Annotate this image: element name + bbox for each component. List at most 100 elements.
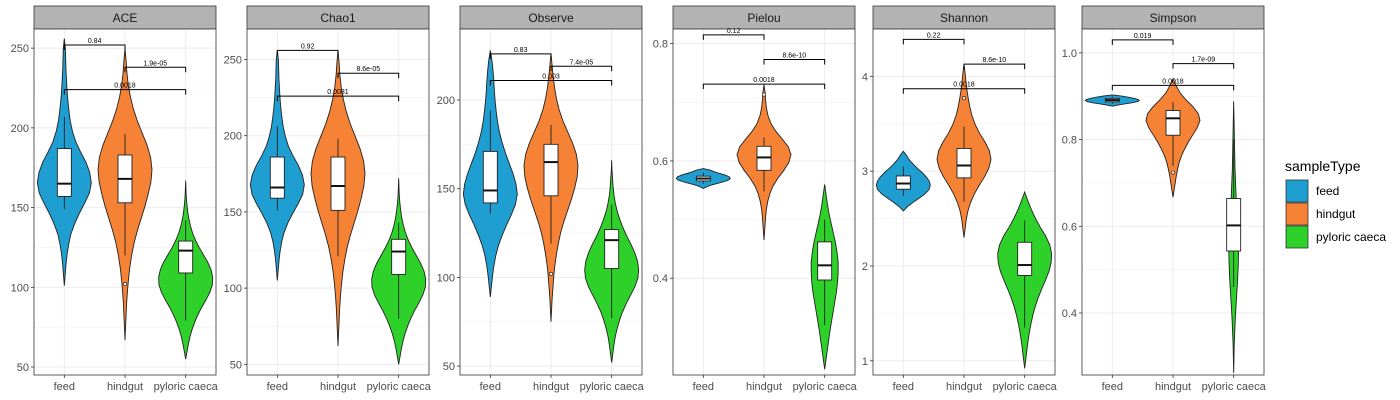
x-tick-label: feed (1102, 381, 1123, 393)
x-tick-label: hindgut (533, 381, 569, 393)
x-tick-label: hindgut (746, 381, 782, 393)
y-tick-label: 4 (862, 71, 868, 83)
x-tick-label: pyloric caeca (580, 381, 645, 393)
strip-label-chao1: Chao1 (320, 11, 356, 25)
box-chao1-pyloric-caeca (391, 238, 407, 275)
y-tick-label: 250 (224, 54, 242, 66)
box-observe-pyloric-caeca (604, 229, 620, 269)
significance-bracket (902, 88, 1026, 94)
significance-bracket (337, 72, 400, 79)
outlier-point (1171, 170, 1175, 175)
p-value-label: 0.84 (88, 38, 102, 45)
y-tick-label: 100 (437, 272, 455, 284)
p-value-label: 0.83 (514, 47, 528, 54)
box-observe-hindgut (543, 143, 559, 197)
p-value-label: 8.6e-05 (356, 66, 380, 73)
y-tick-label: 0.4 (1062, 308, 1077, 320)
panel-simpson: Simpson 0.019 1.7e-09 0.0018 0.4 0.6 0.8 1.0 fee… (1062, 5, 1267, 393)
legend-key-pyloric-caeca (1285, 225, 1309, 249)
y-tick-label: 50 (443, 361, 455, 373)
p-value-label: 8.6e-10 (782, 52, 806, 59)
p-value-label: 1.7e-09 (1191, 57, 1215, 64)
strip-label-pielou: Pielou (747, 11, 780, 25)
x-tick-label: pyloric caeca (1202, 381, 1267, 393)
p-value-label: 0.0081 (327, 89, 349, 96)
box-shannon-pyloric-caeca (1017, 241, 1033, 276)
p-value-label: 0.0018 (1162, 78, 1184, 85)
box-shannon-hindgut (956, 147, 972, 179)
y-tick-label: 0.8 (653, 39, 668, 51)
significance-bracket (1111, 39, 1174, 45)
panel-shannon: Shannon 0.22 8.6e-10 0.0018 1 2 3 4 feed hindgut p… (862, 5, 1058, 393)
significance-bracket (124, 66, 187, 73)
p-value-label: 0.003 (542, 73, 560, 80)
x-tick-label: feed (893, 381, 914, 393)
panel-chao1: Chao1 0.92 8.6e-05 0.0081 50 100 150 200 250 feed… (224, 5, 432, 393)
y-tick-label: 50 (17, 362, 29, 374)
outlier-point (762, 92, 766, 97)
y-tick-label: 200 (437, 95, 455, 107)
y-tick-label: 0.4 (653, 273, 668, 285)
x-tick-label: feed (54, 381, 75, 393)
x-tick-label: feed (693, 381, 714, 393)
legend-key-feed (1285, 179, 1309, 203)
strip-label-ace: ACE (113, 11, 138, 25)
p-value-label: 8.6e-10 (982, 57, 1006, 64)
y-tick-label: 200 (11, 123, 29, 135)
box-chao1-hindgut (330, 156, 346, 211)
strip-label-simpson: Simpson (1150, 11, 1197, 25)
y-tick-label: 100 (224, 283, 242, 295)
outlier-point (962, 96, 966, 101)
x-tick-label: hindgut (107, 381, 143, 393)
x-tick-label: feed (267, 381, 288, 393)
p-value-label: 0.0018 (953, 82, 975, 89)
legend-label-feed: feed (1316, 184, 1339, 198)
box-ace-feed (56, 148, 72, 197)
y-tick-label: 50 (230, 359, 242, 371)
y-tick-label: 150 (11, 203, 29, 215)
y-tick-label: 200 (224, 131, 242, 143)
x-tick-label: hindgut (1155, 381, 1191, 393)
significance-bracket (489, 53, 552, 59)
significance-bracket (1111, 84, 1235, 91)
x-tick-label: pyloric caeca (367, 381, 432, 393)
p-value-label: 0.019 (1134, 33, 1152, 40)
y-tick-label: 1 (862, 356, 868, 368)
significance-bracket (1172, 63, 1235, 69)
significance-bracket (963, 63, 1026, 70)
y-tick-label: 0.6 (653, 156, 668, 168)
p-value-label: 7.4e-05 (569, 59, 593, 66)
box-simpson-hindgut (1165, 110, 1181, 136)
legend: sampleType feed hindgut pyloric caeca (1285, 158, 1386, 249)
y-tick-label: 250 (11, 43, 29, 55)
x-tick-label: hindgut (320, 381, 356, 393)
y-tick-label: 2 (862, 261, 868, 273)
strip-label-shannon: Shannon (940, 11, 988, 25)
significance-bracket (702, 83, 826, 90)
significance-bracket (276, 95, 400, 102)
significance-bracket (702, 34, 765, 40)
significance-bracket (63, 44, 126, 50)
significance-bracket (550, 65, 613, 72)
panel-ace: ACE 0.84 1.9e-05 0.0018 50 100 150 200 250 feed hi… (11, 5, 219, 393)
p-value-label: 0.92 (301, 43, 315, 50)
y-tick-label: 3 (862, 166, 868, 178)
significance-bracket (276, 49, 339, 56)
x-tick-label: pyloric caeca (993, 381, 1058, 393)
significance-bracket (489, 79, 613, 86)
p-value-label: 0.22 (927, 32, 941, 39)
outlier-point (549, 271, 553, 276)
x-tick-label: hindgut (946, 381, 982, 393)
legend-title: sampleType (1285, 158, 1361, 174)
p-value-label: 0.0018 (114, 83, 136, 90)
x-tick-label: feed (480, 381, 501, 393)
outlier-point (123, 282, 127, 287)
y-tick-label: 100 (11, 282, 29, 294)
panel-pielou: Pielou 0.12 8.6e-10 0.0018 0.4 0.6 0.8 feed hind… (653, 5, 858, 393)
y-tick-label: 150 (224, 207, 242, 219)
box-observe-feed (482, 150, 498, 204)
y-tick-label: 150 (437, 184, 455, 196)
y-tick-label: 1.0 (1062, 48, 1077, 60)
